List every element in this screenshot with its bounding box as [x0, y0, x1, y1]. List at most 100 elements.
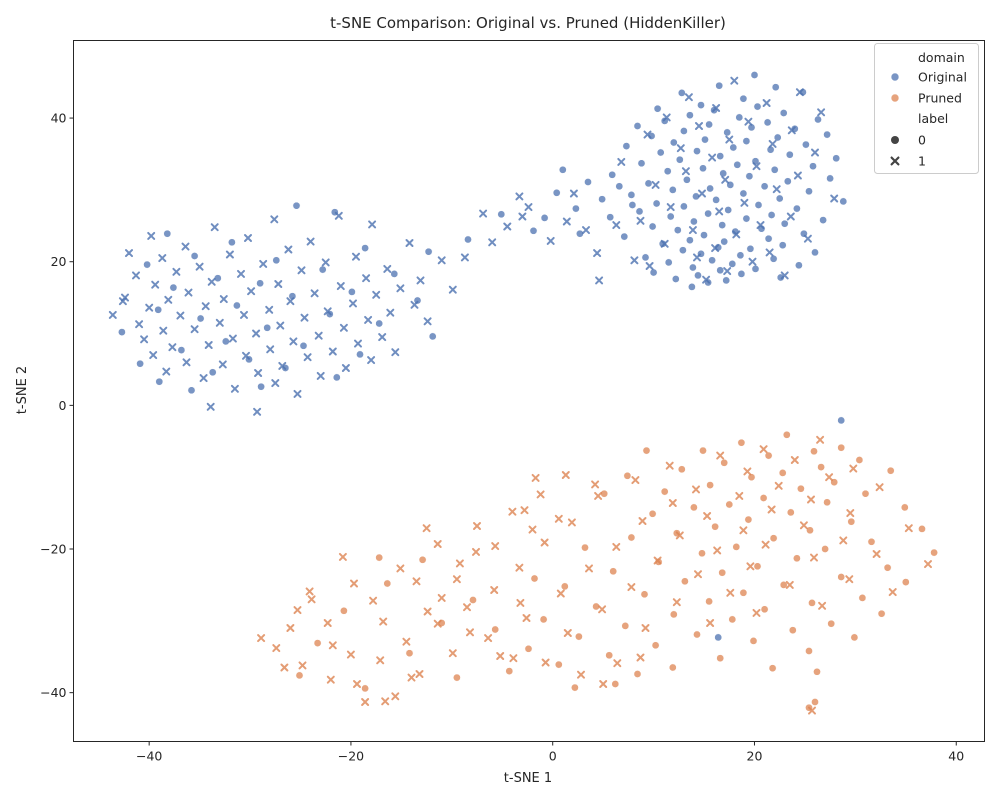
data-point	[181, 242, 190, 251]
legend-label-1: 1	[918, 154, 926, 169]
data-point	[612, 542, 621, 551]
data-point	[464, 235, 472, 244]
data-point	[745, 172, 754, 181]
data-point	[274, 280, 283, 288]
data-point	[716, 266, 725, 275]
data-point	[263, 323, 272, 332]
data-point	[182, 358, 191, 367]
data-point	[814, 115, 822, 124]
data-point	[352, 252, 360, 261]
data-point	[361, 698, 370, 706]
data-point	[837, 573, 846, 581]
data-point	[732, 230, 741, 239]
data-point	[298, 661, 307, 670]
data-point	[739, 94, 748, 103]
data-point	[793, 204, 801, 213]
data-point	[323, 307, 332, 316]
data-point	[405, 649, 414, 658]
data-point	[184, 288, 193, 297]
data-point	[381, 697, 390, 706]
data-point	[415, 670, 424, 678]
data-point	[313, 639, 322, 647]
data-point	[378, 333, 387, 342]
data-point	[466, 628, 474, 637]
data-point	[233, 301, 241, 310]
data-point	[540, 538, 549, 547]
data-point	[675, 155, 684, 164]
data-point	[695, 122, 703, 130]
data-point	[348, 288, 356, 296]
data-point	[780, 219, 789, 228]
data-point	[867, 537, 876, 546]
data-point	[295, 671, 304, 680]
data-point	[711, 522, 719, 531]
data-point	[721, 175, 730, 184]
data-point	[837, 416, 846, 425]
data-point	[818, 601, 827, 610]
data-point	[811, 698, 819, 706]
data-point	[208, 368, 217, 377]
data-point	[697, 101, 705, 109]
data-point	[369, 596, 378, 605]
data-point	[742, 137, 751, 145]
data-point	[808, 599, 816, 607]
data-point	[346, 650, 355, 659]
data-point	[546, 236, 555, 245]
data-point	[354, 339, 362, 348]
data-point	[147, 231, 156, 240]
data-point	[554, 660, 563, 669]
data-point	[772, 185, 781, 194]
data-point	[825, 473, 834, 482]
data-point	[584, 178, 592, 186]
data-point	[773, 133, 782, 142]
legend-title-domain: domain	[918, 50, 965, 65]
data-point	[428, 332, 437, 341]
data-point	[613, 659, 622, 668]
data-point	[396, 564, 405, 573]
data-point	[649, 268, 658, 277]
data-point	[778, 469, 787, 477]
data-point	[711, 244, 720, 253]
data-point	[821, 545, 829, 553]
data-point	[719, 169, 728, 178]
data-point	[437, 593, 446, 602]
data-point	[575, 632, 583, 641]
data-point	[556, 589, 565, 598]
data-point	[715, 207, 724, 216]
data-point	[356, 350, 364, 359]
data-point	[699, 164, 707, 173]
data-point	[452, 575, 461, 584]
x-tick-label: 0	[549, 749, 557, 764]
y-axis: −40 −20 0 20 40	[40, 111, 74, 700]
data-point	[272, 256, 281, 265]
data-point	[617, 157, 626, 166]
data-point	[364, 315, 373, 324]
x-tick-label: −20	[338, 749, 364, 764]
data-point	[151, 280, 160, 289]
data-point	[256, 279, 264, 288]
data-point	[609, 567, 618, 576]
data-point	[817, 108, 826, 117]
data-point	[669, 138, 678, 147]
data-point	[845, 575, 854, 584]
data-point	[735, 113, 744, 122]
data-point	[135, 320, 144, 329]
series-pruned-label-1	[257, 435, 932, 715]
data-point	[817, 463, 825, 471]
data-point	[306, 237, 315, 246]
data-point	[379, 617, 388, 626]
data-point	[383, 264, 392, 273]
data-point	[361, 244, 369, 252]
data-point	[901, 578, 910, 586]
data-point	[266, 345, 275, 354]
legend-title-label: label	[918, 111, 948, 126]
data-point	[648, 509, 657, 518]
data-point	[558, 165, 567, 174]
data-point	[665, 461, 674, 470]
data-point	[187, 386, 196, 395]
data-point	[662, 113, 671, 122]
data-point	[339, 323, 348, 332]
data-point	[750, 71, 759, 79]
data-point	[886, 466, 895, 475]
data-point	[797, 484, 805, 493]
